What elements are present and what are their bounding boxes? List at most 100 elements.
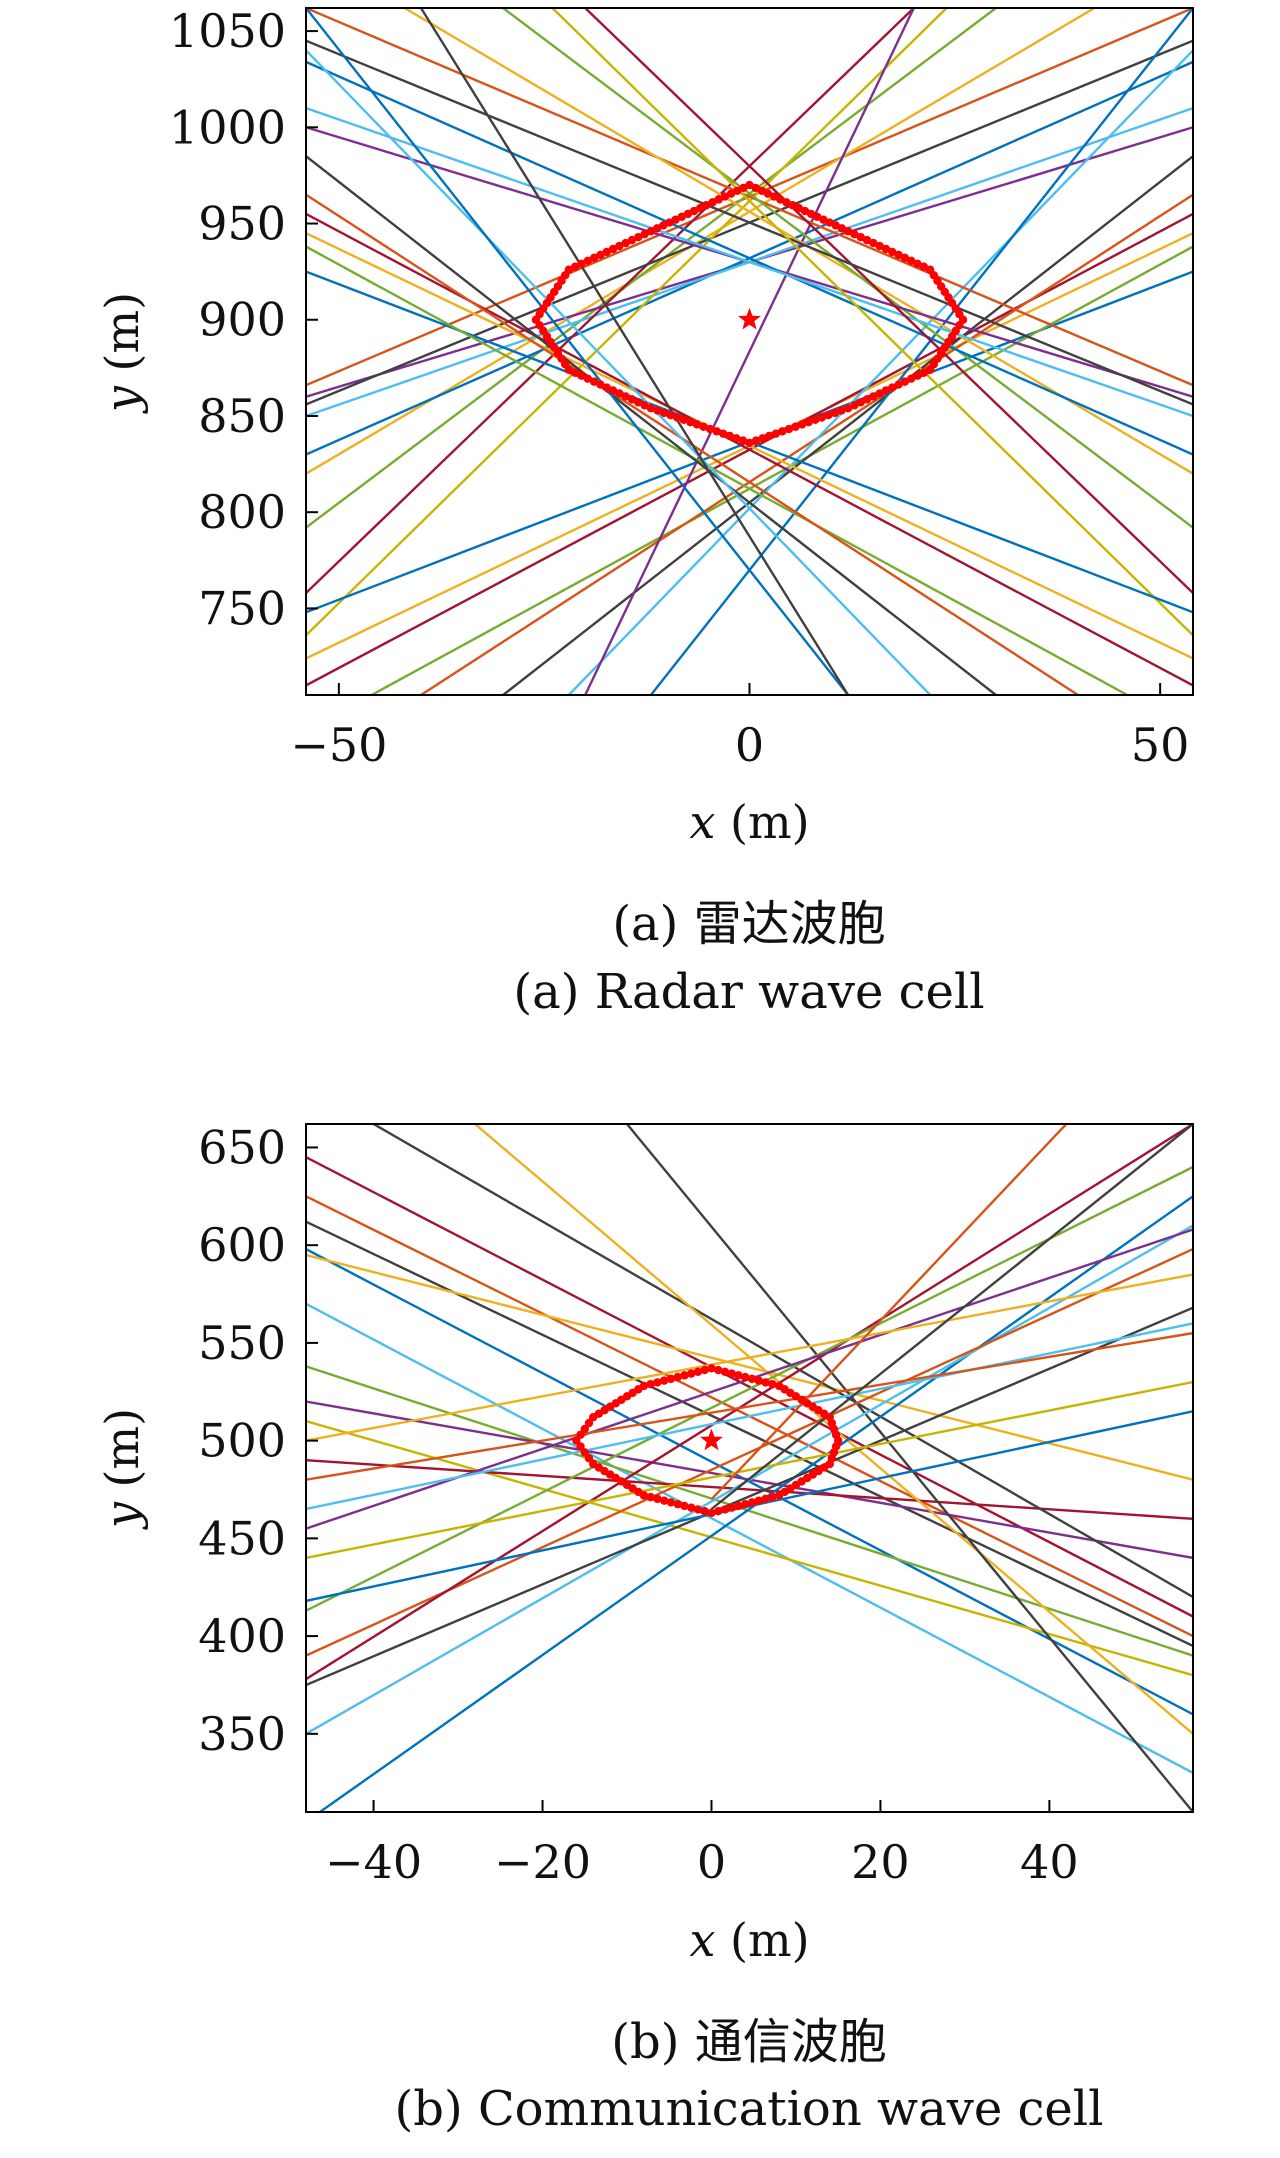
beam-line bbox=[306, 8, 850, 695]
boundary-point bbox=[680, 1371, 689, 1380]
y-tick-label: 400 bbox=[198, 1609, 286, 1663]
boundary-point bbox=[741, 1372, 750, 1382]
beam-line bbox=[306, 1220, 1193, 1647]
x-tick-label: 0 bbox=[697, 1835, 726, 1889]
boundary-point bbox=[738, 436, 748, 445]
boundary-point bbox=[824, 410, 833, 420]
boundary-point bbox=[907, 256, 916, 266]
boundary-point bbox=[768, 1379, 777, 1389]
target-star-marker bbox=[738, 307, 761, 330]
beam-line bbox=[306, 1248, 1193, 1716]
boundary-point bbox=[727, 1369, 736, 1378]
boundary-point bbox=[596, 380, 605, 389]
boundary-point bbox=[653, 1378, 662, 1387]
beam-line bbox=[419, 8, 850, 695]
boundary-point bbox=[754, 1376, 763, 1385]
boundary-point bbox=[699, 422, 708, 431]
boundary-point bbox=[725, 431, 734, 441]
y-tick-label: 800 bbox=[198, 485, 286, 539]
boundary-point bbox=[608, 386, 618, 395]
boundary-point bbox=[576, 1442, 585, 1451]
boundary-point bbox=[869, 392, 878, 401]
boundary-point bbox=[784, 424, 794, 434]
boundary-point bbox=[875, 389, 884, 398]
boundary-point bbox=[761, 1378, 770, 1387]
boundary-point bbox=[584, 1454, 594, 1463]
caption-english: (a) Radar wave cell bbox=[513, 964, 984, 1020]
boundary-point bbox=[589, 1459, 598, 1469]
beam-line bbox=[626, 1124, 1193, 1812]
beam-line bbox=[306, 8, 1096, 475]
boundary-point bbox=[712, 427, 721, 436]
boundary-point bbox=[580, 1448, 589, 1457]
boundary-point bbox=[761, 1494, 770, 1504]
boundary-point bbox=[583, 374, 592, 383]
x-tick-label: −50 bbox=[290, 718, 387, 772]
beam-line bbox=[420, 193, 1193, 695]
boundary-point bbox=[830, 408, 840, 418]
boundary-point bbox=[627, 395, 637, 404]
boundary-point bbox=[687, 1503, 696, 1512]
boundary-point bbox=[771, 429, 780, 438]
boundary-point bbox=[653, 406, 662, 415]
beam-line bbox=[710, 1124, 1193, 1510]
boundary-point bbox=[894, 250, 903, 260]
boundary-point bbox=[602, 383, 611, 392]
boundary-point bbox=[693, 1505, 703, 1514]
boundary-point bbox=[615, 389, 624, 398]
caption-chinese: (a) 雷达波胞 bbox=[612, 896, 885, 952]
boundary-point bbox=[925, 365, 935, 374]
beam-line bbox=[371, 245, 1193, 695]
boundary-point bbox=[584, 1418, 594, 1428]
cell-boundary bbox=[572, 1364, 843, 1518]
boundary-point bbox=[666, 1498, 676, 1507]
boundary-point bbox=[850, 229, 859, 239]
x-tick-label: 50 bbox=[1131, 718, 1190, 772]
boundary-point bbox=[856, 232, 865, 242]
boundary-point bbox=[856, 398, 865, 407]
boundary-point bbox=[862, 235, 872, 245]
beam-line bbox=[649, 8, 1193, 695]
beam-line bbox=[306, 212, 1193, 687]
y-axis-label: y (m) bbox=[95, 1408, 149, 1530]
boundary-point bbox=[881, 244, 891, 254]
boundary-point bbox=[686, 417, 695, 427]
boundary-point bbox=[693, 1367, 703, 1377]
boundary-point bbox=[646, 1379, 655, 1389]
beam-line bbox=[306, 155, 997, 695]
boundary-point bbox=[862, 395, 872, 404]
boundary-point bbox=[747, 1374, 757, 1384]
boundary-point bbox=[659, 1376, 669, 1385]
boundary-point bbox=[596, 250, 605, 260]
y-axis-unit: (m) bbox=[95, 1408, 149, 1502]
boundary-point bbox=[720, 1367, 730, 1377]
y-axis-label: y (m) bbox=[95, 292, 149, 414]
x-tick-label: −40 bbox=[325, 1835, 422, 1889]
beam-line bbox=[306, 49, 932, 695]
boundary-point bbox=[621, 392, 630, 401]
x-tick-label: 40 bbox=[1020, 1835, 1079, 1889]
boundary-point bbox=[894, 380, 903, 389]
boundary-point bbox=[705, 424, 715, 434]
y-tick-label: 750 bbox=[198, 581, 286, 635]
boundary-point bbox=[811, 415, 820, 425]
boundary-point bbox=[634, 232, 643, 242]
y-tick-label: 950 bbox=[198, 197, 286, 251]
boundary-point bbox=[869, 238, 878, 248]
boundary-point bbox=[791, 422, 800, 431]
boundary-point bbox=[745, 438, 754, 448]
beam-line bbox=[306, 8, 997, 529]
cell-boundary bbox=[531, 180, 968, 448]
y-tick-label: 1000 bbox=[169, 100, 286, 154]
boundary-point bbox=[714, 1506, 723, 1516]
beam-line bbox=[403, 8, 1193, 475]
boundary-point bbox=[589, 253, 599, 263]
boundary-point bbox=[754, 1496, 763, 1505]
boundary-point bbox=[653, 1494, 662, 1504]
boundary-point bbox=[673, 413, 682, 422]
boundary-point bbox=[734, 1501, 743, 1511]
boundary-point bbox=[850, 401, 859, 410]
boundary-point bbox=[913, 371, 922, 380]
beam-line bbox=[306, 1165, 1193, 1612]
